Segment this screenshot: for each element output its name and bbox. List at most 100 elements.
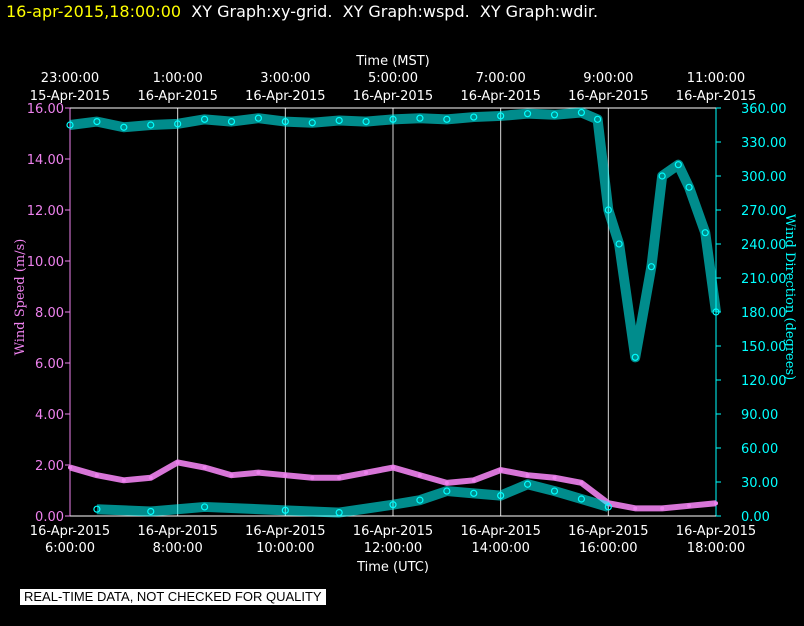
right-tick-label: 300.00 [741,170,787,185]
wind-direction-trace [96,479,610,518]
wind-speed-point [148,475,153,480]
wind-direction-point [658,172,666,180]
bottom-tick-date: 16-Apr-2015 [568,524,648,539]
right-axis-title: Wind Direction (degrees) [782,214,797,380]
top-tick-date: 15-Apr-2015 [30,89,110,104]
right-tick-label: 330.00 [741,136,787,151]
left-tick-label: 10.00 [27,255,64,270]
right-tick-label: 210.00 [741,272,787,287]
left-tick-label: 4.00 [35,408,64,423]
right-tick-label: 240.00 [741,238,787,253]
wind-speed-point [714,501,718,506]
wind-direction-point [389,501,397,509]
wind-direction-point [443,115,451,123]
bottom-tick-date: 16-Apr-2015 [30,524,110,539]
wind-direction-point [701,229,709,237]
bottom-tick-time: 18:00:00 [687,541,745,556]
bottom-tick-date: 16-Apr-2015 [676,524,756,539]
left-tick-label: 16.00 [27,102,64,117]
left-axis-title: Wind Speed (m/s) [13,239,28,356]
wind-speed-point [417,473,422,478]
wind-speed-point [94,473,99,478]
wind-speed-point [310,475,315,480]
wind-direction-point [470,489,478,497]
wind-direction-point [470,113,478,121]
bottom-tick-date: 16-Apr-2015 [245,524,325,539]
wind-direction-point [523,110,532,118]
timestamp-label: 16-apr-2015,18:00:00 [6,2,182,21]
top-tick-time: 9:00:00 [583,71,633,86]
bottom-tick-date: 16-Apr-2015 [460,524,540,539]
wind-direction-point [147,121,155,129]
right-tick-label: 270.00 [741,204,787,219]
left-tick-label: 2.00 [35,459,64,474]
top-tick-date: 16-Apr-2015 [568,89,648,104]
wind-direction-point [497,112,505,120]
left-tick-label: 12.00 [27,204,64,219]
top-tick-time: 7:00:00 [476,71,526,86]
wind-direction-point [227,117,236,126]
right-tick-label: 360.00 [741,102,787,117]
wind-speed-point [444,480,449,485]
wind-speed-point [337,475,342,480]
wind-direction-point [577,495,586,503]
wind-direction-trace [69,107,721,363]
wind-speed-point [471,478,476,483]
wind-direction-point [93,117,101,126]
top-tick-time: 23:00:00 [41,71,99,86]
bottom-tick-time: 12:00:00 [364,541,422,556]
wind-direction-point [200,503,209,511]
wind-direction-point [604,206,612,214]
wind-speed-point [283,473,288,478]
wind-speed-point [364,470,369,475]
wind-direction-point [443,487,451,495]
wind-direction-point [497,492,505,500]
wind-direction-point [523,480,532,488]
wind-direction-point [120,123,128,131]
wind-speed-point [579,480,584,485]
wind-direction-point [593,115,602,123]
wind-speed-point [552,475,557,480]
wind-direction-point [712,308,720,316]
wind-direction-point [647,263,656,271]
wind-speed-point [687,503,692,508]
wind-direction-point [147,507,155,516]
wind-direction-point [200,115,209,123]
wind-direction-point [604,503,612,511]
wind-speed-point [256,470,261,475]
wind-speed-point [175,460,180,465]
bottom-tick-time: 14:00:00 [471,541,529,556]
wind-direction-point [631,353,639,361]
wind-speed-point [525,473,530,478]
left-tick-label: 6.00 [35,357,64,372]
bottom-tick-time: 8:00:00 [153,541,203,556]
wind-direction-point [674,161,682,169]
wind-direction-point [308,119,316,127]
top-tick-time: 1:00:00 [153,71,203,86]
bottom-tick-date: 16-Apr-2015 [137,524,217,539]
top-tick-date: 16-Apr-2015 [245,89,325,104]
top-tick-time: 11:00:00 [687,71,745,86]
wind-direction-point [362,117,370,126]
bottom-tick-date: 16-Apr-2015 [353,524,433,539]
wind-direction-point [550,111,559,119]
right-tick-label: 90.00 [741,408,778,423]
wind-speed-point [202,465,207,470]
wind-direction-point [685,183,693,191]
wind-direction-point [550,487,559,495]
bottom-tick-time: 6:00:00 [45,541,95,556]
left-tick-label: 8.00 [35,306,64,321]
wind-direction-point [174,120,182,128]
left-tick-label: 14.00 [27,153,64,168]
wind-direction-point [615,240,623,248]
top-tick-date: 16-Apr-2015 [353,89,433,104]
top-tick-time: 5:00:00 [368,71,418,86]
right-tick-label: 30.00 [741,476,778,491]
wind-direction-point [335,116,343,125]
wind-speed-point [660,506,665,511]
wind-direction-point [389,115,397,123]
wind-direction-point [254,114,263,122]
wind-direction-point [281,117,289,126]
right-tick-label: 180.00 [741,306,787,321]
wind-direction-point [93,505,101,513]
